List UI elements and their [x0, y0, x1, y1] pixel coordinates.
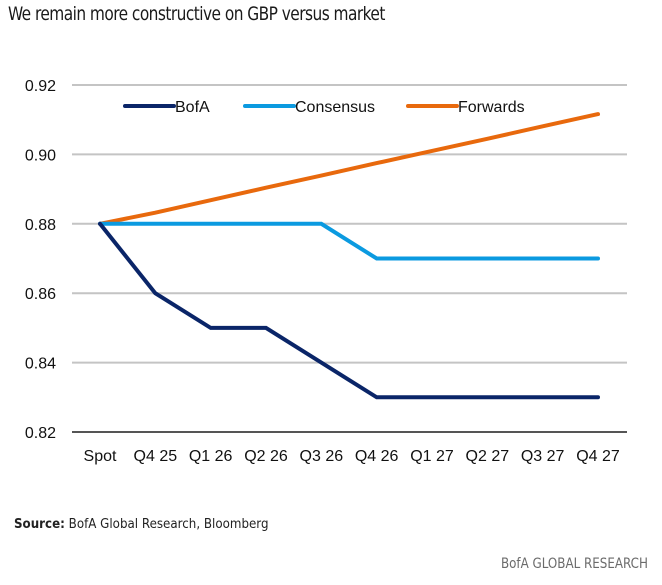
- x-tick-label: Spot: [84, 448, 117, 465]
- x-tick-label: Q3 27: [521, 448, 565, 465]
- y-tick-label: 0.82: [25, 425, 56, 442]
- y-tick-label: 0.88: [25, 217, 56, 234]
- x-tick-label: Q2 26: [244, 448, 288, 465]
- source-note: Source: BofA Global Research, Bloomberg: [14, 516, 269, 532]
- y-tick-label: 0.90: [25, 147, 56, 164]
- series-line-consensus: [98, 221, 600, 261]
- x-tick-label: Q3 26: [300, 448, 344, 465]
- series-line-bofa: [98, 221, 600, 400]
- legend-label-bofa: BofA: [175, 99, 210, 116]
- x-tick-label: Q4 27: [576, 448, 620, 465]
- y-tick-label: 0.86: [25, 286, 56, 303]
- legend-label-consensus: Consensus: [295, 99, 375, 116]
- y-tick-label: 0.92: [25, 78, 56, 95]
- source-label: Source:: [14, 516, 65, 532]
- x-tick-label: Q4 26: [355, 448, 399, 465]
- gridlines: [72, 84, 627, 433]
- legend: BofA Consensus Forwards: [123, 99, 525, 116]
- series-line-forwards: [98, 112, 600, 226]
- x-tick-label: Q1 27: [410, 448, 454, 465]
- y-axis-tick-labels: 0.82 0.84 0.86 0.88 0.90 0.92: [25, 78, 56, 442]
- legend-label-forwards: Forwards: [458, 99, 525, 116]
- brand-label: BofA GLOBAL RESEARCH: [500, 556, 648, 572]
- x-tick-label: Q2 27: [466, 448, 510, 465]
- y-tick-label: 0.84: [25, 356, 56, 373]
- series-lines: [98, 112, 600, 400]
- x-tick-label: Q4 25: [134, 448, 178, 465]
- x-axis-tick-labels: Spot Q4 25 Q1 26 Q2 26 Q3 26 Q4 26 Q1 27 Q2 27 Q…: [84, 448, 620, 465]
- x-tick-label: Q1 26: [189, 448, 233, 465]
- source-text: BofA Global Research, Bloomberg: [64, 516, 269, 532]
- chart-title: We remain more constructive on GBP versu…: [8, 3, 385, 25]
